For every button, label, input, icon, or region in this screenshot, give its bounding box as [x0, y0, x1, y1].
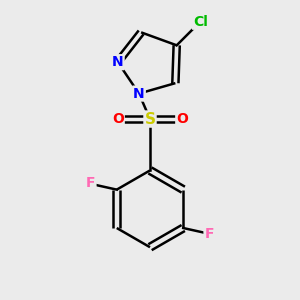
Text: F: F — [205, 227, 214, 241]
Text: N: N — [133, 87, 145, 100]
Text: F: F — [86, 176, 95, 190]
Text: O: O — [112, 112, 124, 126]
Text: O: O — [176, 112, 188, 126]
Text: N: N — [112, 55, 124, 69]
Text: Cl: Cl — [193, 15, 208, 29]
Text: S: S — [145, 112, 155, 127]
